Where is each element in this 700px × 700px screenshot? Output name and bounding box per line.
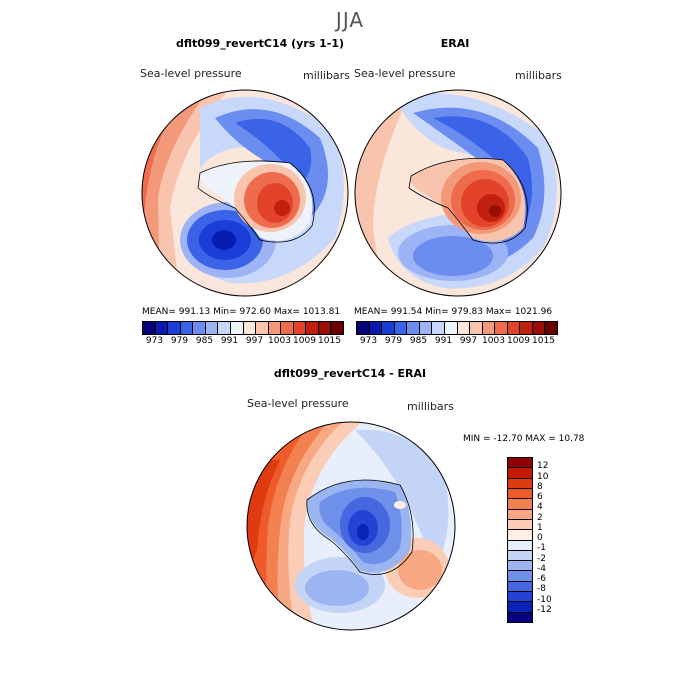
colorbar-tick-label: 985: [195, 336, 214, 346]
colorbar-swatch: [508, 468, 532, 479]
colorbar-swatch: [508, 612, 532, 622]
diff-minmax: MIN = -12.70 MAX = 10.78: [463, 434, 585, 444]
colorbar-swatch: [256, 322, 269, 334]
colorbar-tick-label: 1009: [293, 336, 316, 346]
colorbar-swatch: [508, 530, 532, 541]
map-model: [141, 89, 349, 297]
colorbar-tick-label: 6: [537, 492, 543, 502]
colorbar-swatch: [281, 322, 294, 334]
colorbar-swatch: [180, 322, 194, 334]
colorbar-swatch: [382, 322, 395, 334]
colorbar-swatch: [508, 478, 532, 489]
colorbar-swatch: [193, 322, 206, 334]
colorbar-swatch: [520, 322, 533, 334]
colorbar-swatch: [205, 322, 219, 334]
colorbar-swatch: [218, 322, 231, 334]
colorbar-tick-label: 973: [359, 336, 378, 346]
colorbar-tick-label: 997: [245, 336, 264, 346]
colorbar-swatch: [508, 602, 532, 613]
colorbar-swatch: [470, 322, 483, 334]
colorbar-swatch: [155, 322, 169, 334]
colorbar-tick-label: 8: [537, 481, 543, 492]
diff-units: millibars: [407, 400, 454, 413]
panel1-title: dflt099_revertC14 (yrs 1-1): [175, 37, 345, 50]
colorbar-swatch: [508, 458, 532, 469]
panel1-variable: Sea-level pressure: [140, 67, 242, 80]
colorbar-swatch: [545, 322, 557, 334]
colorbar-difference-ticks: 12 10 8 6 4 2 1 0 -1 -2 -4 -6 -8 -10 -12: [537, 457, 577, 621]
panel2-variable: Sea-level pressure: [354, 67, 456, 80]
colorbar-swatch: [457, 322, 471, 334]
colorbar-tick-label: 973: [145, 336, 164, 346]
colorbar-swatch: [243, 322, 257, 334]
colorbar-tick-label: -4: [537, 563, 546, 574]
diff-title: dflt099_revertC14 - ERAI: [273, 367, 427, 380]
colorbar-swatch: [318, 322, 332, 334]
colorbar-model: [142, 321, 344, 335]
colorbar-swatch: [482, 322, 496, 334]
colorbar-tick-label: 4: [537, 502, 543, 513]
colorbar-tick-label: 12: [537, 461, 549, 472]
diff-variable: Sea-level pressure: [247, 397, 349, 410]
panel1-units: millibars: [303, 69, 350, 82]
colorbar-swatch: [508, 519, 532, 531]
colorbar-tick-label: -1: [537, 543, 546, 554]
colorbar-swatch: [293, 322, 307, 334]
colorbar-tick-label: 10: [537, 471, 549, 482]
map-difference: [246, 421, 456, 631]
colorbar-tick-label: 1009: [507, 336, 530, 346]
colorbar-swatch: [331, 322, 343, 334]
colorbar-tick-label: 1003: [482, 336, 505, 346]
colorbar-tick-label: 1003: [268, 336, 291, 346]
colorbar-swatch: [407, 322, 420, 334]
colorbar-swatch: [532, 322, 546, 334]
colorbar-tick-label: 979: [384, 336, 403, 346]
colorbar-swatch: [369, 322, 383, 334]
colorbar-tick-label: 2: [537, 512, 543, 523]
colorbar-swatch: [495, 322, 508, 334]
colorbar-swatch: [394, 322, 408, 334]
colorbar-swatch: [508, 488, 532, 500]
colorbar-tick-label: -6: [537, 574, 546, 584]
colorbar-swatch: [508, 550, 532, 562]
colorbar-tick-label: 985: [409, 336, 428, 346]
colorbar-swatch: [230, 322, 244, 334]
panel2-stats: MEAN= 991.54 Min= 979.83 Max= 1021.96: [354, 307, 553, 317]
colorbar-tick-label: 0: [537, 533, 543, 543]
colorbar-tick-label: -2: [537, 553, 546, 564]
colorbar-swatch: [432, 322, 445, 334]
colorbar-swatch: [419, 322, 433, 334]
panel2-title: ERAI: [440, 37, 470, 50]
colorbar-swatch: [508, 509, 532, 520]
colorbar-tick-label: 1015: [318, 336, 341, 346]
colorbar-swatch: [508, 540, 532, 551]
colorbar-tick-label: 1015: [532, 336, 555, 346]
colorbar-swatch: [268, 322, 282, 334]
colorbar-difference: [507, 457, 533, 623]
colorbar-erai: [356, 321, 558, 335]
colorbar-tick-label: 1: [537, 522, 543, 533]
colorbar-tick-label: 979: [170, 336, 189, 346]
colorbar-tick-label: -8: [537, 584, 546, 595]
colorbar-tick-label: -10: [537, 594, 552, 605]
colorbar-swatch: [357, 322, 370, 334]
map-erai: [354, 89, 562, 297]
panel1-stats: MEAN= 991.13 Min= 972.60 Max= 1013.81: [142, 307, 341, 317]
colorbar-tick-label: 991: [220, 336, 239, 346]
colorbar-tick-label: -12: [537, 604, 552, 615]
colorbar-swatch: [508, 561, 532, 572]
colorbar-swatch: [508, 499, 532, 510]
colorbar-swatch: [168, 322, 181, 334]
colorbar-swatch: [143, 322, 156, 334]
colorbar-tick-label: 997: [459, 336, 478, 346]
colorbar-swatch: [507, 322, 521, 334]
colorbar-swatch: [306, 322, 319, 334]
colorbar-swatch: [444, 322, 458, 334]
season-title: JJA: [335, 8, 365, 32]
colorbar-tick-label: 991: [434, 336, 453, 346]
colorbar-swatch: [508, 581, 532, 593]
panel2-units: millibars: [515, 69, 562, 82]
colorbar-swatch: [508, 592, 532, 603]
colorbar-swatch: [508, 571, 532, 582]
